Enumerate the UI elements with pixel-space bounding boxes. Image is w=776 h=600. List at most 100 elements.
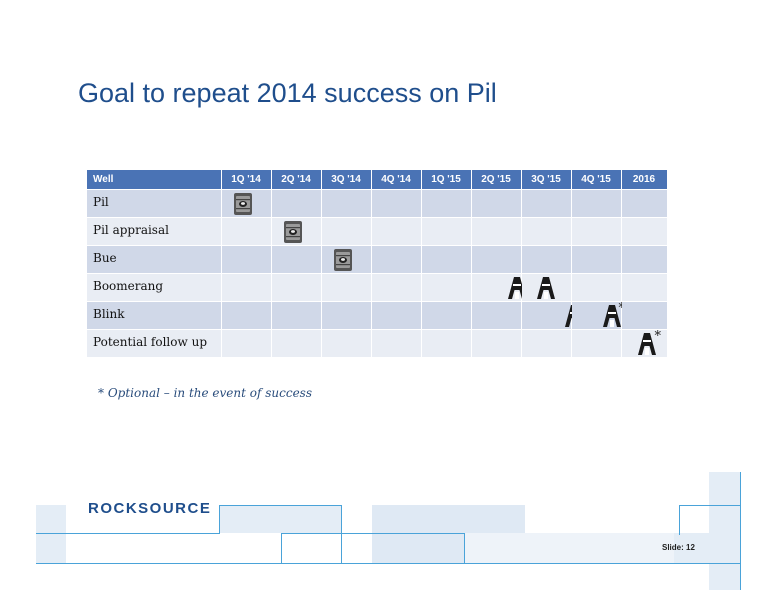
table-cell [221, 245, 272, 274]
table-row: Pil [87, 189, 668, 218]
drilling-rig-icon [637, 333, 656, 355]
table-cell [271, 329, 322, 357]
table-cell [621, 217, 668, 246]
table-cell [621, 189, 668, 218]
table-cell [571, 329, 622, 357]
table-cell [471, 189, 522, 218]
table-cell [421, 217, 472, 246]
column-header: 2Q '14 [271, 170, 322, 190]
table-cell [321, 217, 372, 246]
well-name: Pil appraisal [87, 217, 222, 246]
table-cell [271, 301, 322, 330]
table-cell [521, 189, 572, 218]
table-row: Boomerang [87, 273, 668, 302]
table-row: Blink * [87, 301, 668, 330]
table-cell [271, 273, 322, 302]
table-row: Potential follow up * [87, 329, 668, 357]
table-cell [621, 273, 668, 302]
table-cell [271, 189, 322, 218]
table-cell [321, 245, 372, 274]
footer-decor-block [36, 505, 66, 563]
table-cell [421, 301, 472, 330]
drilling-rig-icon [602, 305, 621, 327]
column-header: 3Q '15 [521, 170, 572, 190]
table-cell [571, 245, 622, 274]
table-cell [221, 301, 272, 330]
table-cell [471, 245, 522, 274]
table-cell [221, 217, 272, 246]
well-name: Potential follow up [87, 329, 222, 357]
table-cell [521, 329, 572, 357]
table-cell [371, 329, 422, 357]
well-name: Bue [87, 245, 222, 274]
table-cell [371, 189, 422, 218]
table-cell [421, 189, 472, 218]
table-cell [521, 301, 583, 330]
footer-decor-line [219, 505, 341, 506]
oil-barrel-icon [283, 221, 302, 243]
footer-decor-block [219, 505, 341, 533]
table-cell [321, 329, 372, 357]
column-header-well: Well [87, 170, 222, 190]
footer-decor-line [36, 533, 219, 534]
slide-number: Slide: 12 [662, 543, 695, 552]
table-cell [471, 301, 522, 330]
footer-decor-line [464, 533, 465, 563]
footer-decor-line [281, 533, 282, 563]
column-header: 1Q '15 [421, 170, 472, 190]
optional-marker: * [654, 329, 662, 344]
footer-decor-line [281, 533, 464, 534]
table-cell [271, 217, 322, 246]
oil-barrel-icon [333, 249, 352, 271]
table-cell [471, 273, 526, 302]
table-cell [371, 245, 422, 274]
table-cell [521, 245, 572, 274]
table-row: Bue [87, 245, 668, 274]
footer-decor-block [709, 472, 740, 590]
table-cell [471, 217, 522, 246]
table-cell [271, 245, 322, 274]
footer-decor-line [679, 505, 740, 506]
table-cell [571, 189, 622, 218]
table-cell [421, 245, 472, 274]
column-header: 4Q '15 [571, 170, 622, 190]
table-cell: * [621, 329, 668, 357]
column-header: 2Q '15 [471, 170, 522, 190]
page-title: Goal to repeat 2014 success on Pil [78, 78, 497, 108]
well-name: Pil [87, 189, 222, 218]
table-row: Pil appraisal [87, 217, 668, 246]
footer-decor-line [36, 563, 740, 564]
well-name: Blink [87, 301, 222, 330]
footer-decor-line [219, 505, 220, 534]
table-cell [321, 273, 372, 302]
table-cell [621, 245, 668, 274]
table-cell [221, 273, 272, 302]
table-cell [371, 301, 422, 330]
table-cell [521, 273, 572, 302]
table-cell [621, 301, 668, 330]
column-header: 3Q '14 [321, 170, 372, 190]
footnote: * Optional – in the event of success [98, 386, 312, 400]
table-cell: * [571, 301, 625, 330]
footer-decor-line [341, 505, 342, 563]
table-cell [421, 273, 472, 302]
column-header: 2016 [621, 170, 668, 190]
column-header: 1Q '14 [221, 170, 272, 190]
table-cell [321, 301, 372, 330]
footer-decor-line [679, 505, 680, 535]
company-logo: ROCKSOURCE [88, 500, 212, 517]
table-cell [371, 217, 422, 246]
footer-decor-block [372, 533, 464, 563]
table-cell [471, 329, 522, 357]
oil-barrel-icon [233, 193, 252, 215]
table-cell [221, 329, 272, 357]
table-cell [371, 273, 422, 302]
drilling-rig-icon [536, 277, 555, 299]
schedule-table: Well 1Q '14 2Q '14 3Q '14 4Q '14 1Q '15 … [87, 170, 668, 357]
table-cell [221, 189, 272, 218]
table-header-row: Well 1Q '14 2Q '14 3Q '14 4Q '14 1Q '15 … [87, 170, 668, 190]
well-name: Boomerang [87, 273, 222, 302]
table-cell [571, 217, 622, 246]
table-cell [521, 217, 572, 246]
footer-decor-block [464, 533, 674, 563]
